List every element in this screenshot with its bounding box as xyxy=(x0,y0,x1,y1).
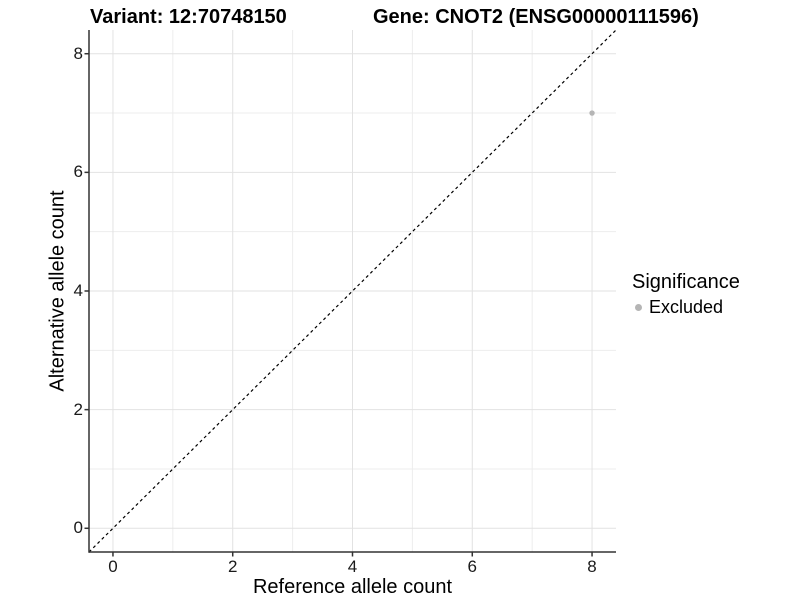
x-tick-label: 0 xyxy=(108,557,118,576)
identity-dashed-line xyxy=(88,29,617,553)
x-tick-label: 2 xyxy=(227,557,238,576)
y-axis-title: Alternative allele count xyxy=(46,190,69,392)
x-tick-label: 6 xyxy=(467,557,477,576)
legend-key-excluded-dot-icon xyxy=(635,304,642,311)
y-tick-label: 8 xyxy=(73,43,83,63)
legend-title: Significance xyxy=(632,271,740,293)
legend-entry-label: Excluded xyxy=(649,297,724,317)
data-point xyxy=(589,110,595,116)
y-tick-label: 4 xyxy=(73,281,83,300)
x-axis-title: Reference allele count xyxy=(252,576,452,598)
plot-title-variant: Variant: 12:70748150 xyxy=(90,6,287,28)
legend-entry-excluded: Excluded xyxy=(632,297,740,318)
x-tick-label: 4 xyxy=(347,557,358,576)
y-tick-label: 6 xyxy=(73,162,83,182)
y-tick-label: 0 xyxy=(73,518,83,538)
y-tick-label: 2 xyxy=(73,399,83,419)
x-tick-label: 8 xyxy=(587,557,597,576)
legend: Significance Excluded xyxy=(632,271,740,318)
plot-title-gene: Gene: CNOT2 (ENSG00000111596) xyxy=(373,6,699,28)
